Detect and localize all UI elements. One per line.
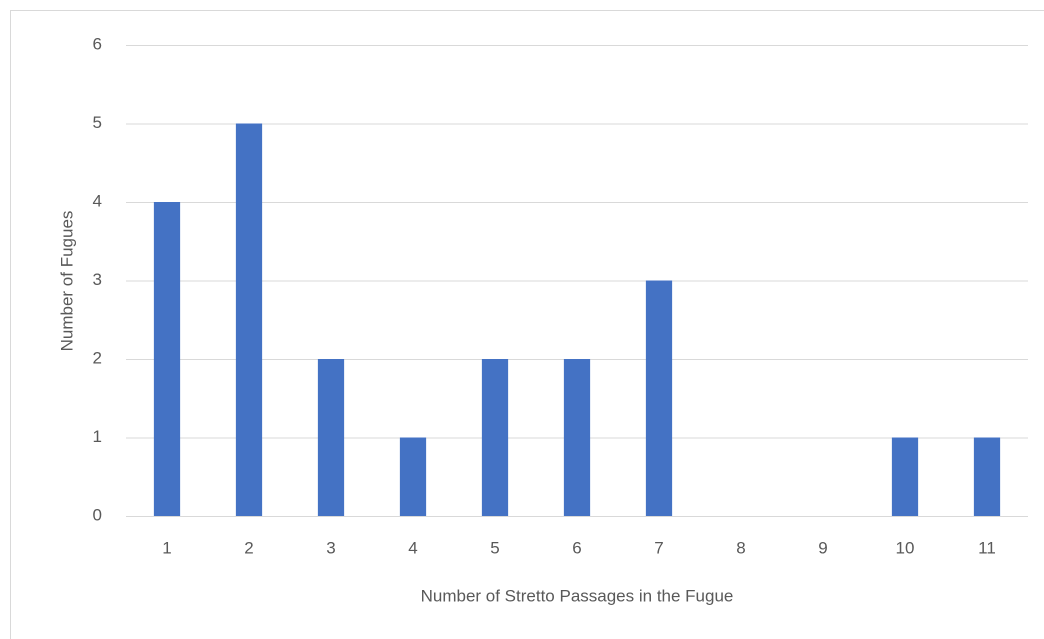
- y-axis-label: Number of Fugues: [57, 211, 76, 352]
- y-tick-label: 1: [93, 427, 102, 446]
- x-tick-label: 8: [736, 538, 745, 557]
- x-tick-label: 5: [490, 538, 499, 557]
- y-tick-label: 5: [93, 113, 102, 132]
- bar: [481, 359, 509, 516]
- x-tick-label: 10: [896, 538, 915, 557]
- x-tick-label: 1: [162, 538, 171, 557]
- y-tick-label: 3: [93, 270, 102, 289]
- y-tick-label: 6: [93, 34, 102, 53]
- y-tick-label: 2: [93, 348, 102, 367]
- x-tick-label: 7: [654, 538, 663, 557]
- x-tick-label: 2: [244, 538, 253, 557]
- x-tick-label: 3: [326, 538, 335, 557]
- x-tick-label: 6: [572, 538, 581, 557]
- x-tick-label: 4: [408, 538, 417, 557]
- bar: [153, 202, 181, 516]
- bar: [235, 123, 263, 516]
- bar: [317, 359, 345, 516]
- bar: [645, 280, 673, 516]
- bar: [399, 437, 427, 516]
- bar: [563, 359, 591, 516]
- bar: [973, 437, 1001, 516]
- y-tick-label: 0: [93, 505, 102, 524]
- chart-frame: [10, 10, 1044, 639]
- x-axis-label: Number of Stretto Passages in the Fugue: [421, 586, 734, 605]
- x-tick-label: 11: [978, 538, 996, 557]
- bar: [891, 437, 919, 516]
- y-tick-label: 4: [93, 191, 102, 210]
- x-tick-label: 9: [818, 538, 827, 557]
